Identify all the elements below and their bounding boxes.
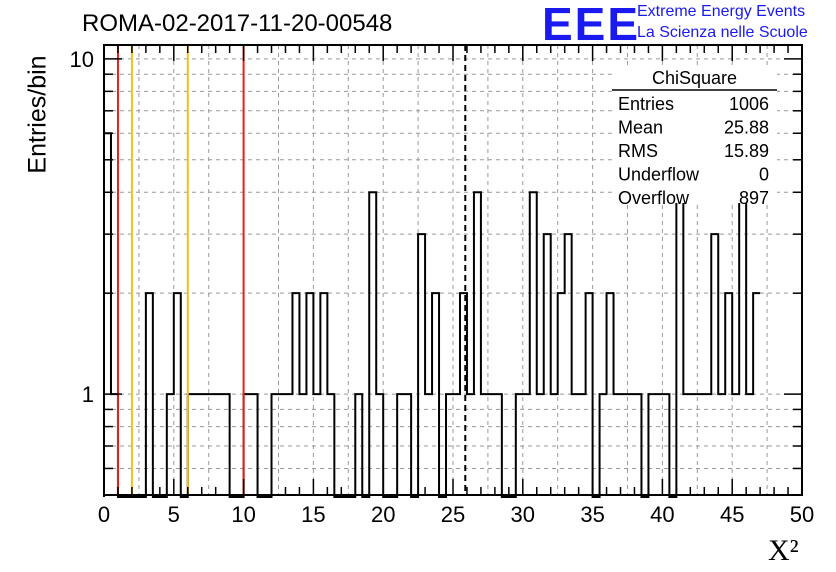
x-tick-label: 40 (650, 502, 674, 527)
stats-label: RMS (618, 141, 658, 161)
stats-value: 897 (739, 188, 769, 208)
reference-lines (116, 45, 467, 495)
y-tick-label: 10 (70, 47, 94, 72)
axis-ticks: 0 5 10 15 20 25 30 35 40 45 50 1 10 (70, 45, 814, 527)
histogram-bars (103, 132, 761, 498)
stats-label: Entries (618, 94, 674, 114)
stats-label: Overflow (618, 188, 690, 208)
chart-title: ROMA-02-2017-11-20-00548 (82, 10, 393, 37)
x-tick-label: 35 (580, 502, 604, 527)
x-tick-label: 0 (98, 502, 110, 527)
stats-label: Mean (618, 118, 663, 138)
x-tick-label: 25 (441, 502, 465, 527)
stats-label: Underflow (618, 165, 700, 185)
stats-box: ChiSquare Entries 1006 Mean 25.88 RMS 15.89 Und… (612, 65, 777, 208)
x-tick-label: 15 (301, 502, 325, 527)
x-tick-label: 50 (790, 502, 814, 527)
y-tick-label: 1 (82, 382, 94, 407)
x-tick-label: 5 (168, 502, 180, 527)
logo-text-line-2: La Scienza nelle Scuole (637, 24, 808, 41)
stats-value: 15.89 (724, 141, 769, 161)
stats-value: 25.88 (724, 118, 769, 138)
x-axis-label: X² (768, 534, 799, 568)
histogram-outline (103, 132, 761, 498)
x-axis-label-text: X² (768, 534, 799, 567)
logo-text-line-1: Extreme Energy Events (637, 3, 806, 20)
stats-background (612, 65, 777, 203)
x-tick-label: 20 (371, 502, 395, 527)
eee-logo: EEE (542, 0, 641, 50)
stats-value: 0 (759, 165, 769, 185)
x-tick-label: 30 (511, 502, 535, 527)
x-tick-label: 10 (231, 502, 255, 527)
stats-value: 1006 (729, 94, 769, 114)
x-tick-label: 45 (720, 502, 744, 527)
stats-title: ChiSquare (652, 68, 737, 88)
